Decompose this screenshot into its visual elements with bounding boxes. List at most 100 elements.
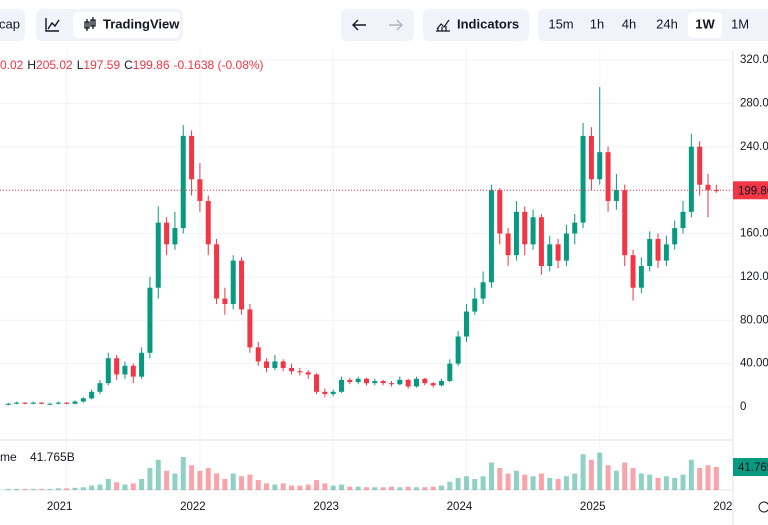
volume-bar bbox=[272, 484, 278, 490]
candle-body bbox=[647, 238, 653, 267]
timeframe-button[interactable]: 1h bbox=[590, 16, 604, 31]
volume-bar bbox=[114, 482, 120, 490]
volume-bar bbox=[488, 462, 494, 490]
x-tick-label: 2022 bbox=[180, 501, 206, 513]
candle-body bbox=[364, 378, 369, 384]
left-button[interactable] bbox=[0, 9, 25, 41]
volume-bar bbox=[622, 462, 628, 490]
forward-arrow[interactable] bbox=[389, 19, 403, 31]
timeframe-button[interactable]: 1W bbox=[695, 16, 715, 31]
volume-bar bbox=[197, 470, 203, 490]
candle-body bbox=[205, 200, 211, 245]
candle-body bbox=[380, 380, 386, 384]
volume-bar bbox=[455, 477, 461, 490]
price-tag-text: 199.86 bbox=[738, 185, 768, 197]
volume-bar bbox=[605, 465, 611, 490]
volume-bar bbox=[180, 457, 186, 490]
volume-tag bbox=[733, 458, 768, 476]
candle-body bbox=[172, 228, 178, 245]
candle-body bbox=[89, 391, 95, 399]
candle-body bbox=[413, 378, 419, 387]
candle-body bbox=[555, 244, 561, 261]
volume-bar bbox=[580, 454, 586, 490]
legend-value: 199.86 bbox=[133, 58, 170, 72]
legend-label: C bbox=[124, 58, 133, 72]
legend-open: 0.02 bbox=[0, 58, 24, 72]
candle-body bbox=[605, 152, 611, 201]
timeframe-button[interactable]: 1M bbox=[731, 16, 749, 31]
volume-bar bbox=[39, 488, 45, 490]
x-tick-label: 2026 bbox=[713, 501, 739, 513]
volume-bar bbox=[530, 476, 536, 490]
line-chart-icon[interactable] bbox=[45, 18, 60, 32]
candle-body bbox=[47, 403, 53, 405]
candle-body bbox=[505, 233, 511, 256]
candle-body bbox=[480, 282, 486, 299]
volume-bar bbox=[572, 473, 578, 490]
y-tick-label: 40.00 bbox=[740, 358, 768, 370]
candle-body bbox=[305, 372, 311, 375]
volume-bar bbox=[155, 459, 161, 490]
volume-bar bbox=[72, 487, 78, 490]
candle-body bbox=[397, 379, 403, 385]
volume-bar bbox=[172, 473, 178, 490]
volume-bar bbox=[413, 487, 419, 490]
plot-area: 0.02 H205.02 L197.59 C199.86 -0.1638 (-0.08%… bbox=[0, 50, 768, 525]
volume-bar bbox=[688, 459, 694, 490]
indicators-text: Indicators bbox=[457, 16, 519, 31]
candle-body bbox=[447, 363, 453, 381]
volume-bar bbox=[680, 474, 686, 490]
back-arrow[interactable] bbox=[352, 19, 366, 31]
volume-bar bbox=[5, 488, 11, 490]
candle-body bbox=[155, 222, 161, 288]
volume-bar bbox=[630, 468, 636, 490]
y-tick-label: 280.00 bbox=[740, 97, 768, 109]
volume-bar bbox=[330, 485, 336, 490]
volume-bar bbox=[555, 479, 561, 490]
volume-bar bbox=[472, 479, 478, 490]
volume-bar bbox=[80, 487, 86, 490]
volume-bar bbox=[672, 477, 678, 490]
candle-body bbox=[522, 211, 528, 245]
x-tick-label: 2024 bbox=[447, 501, 473, 513]
volume-bar bbox=[372, 487, 378, 490]
candle-body bbox=[513, 211, 519, 256]
volume-bar bbox=[64, 488, 70, 490]
y-tick-label: 160.00 bbox=[740, 228, 768, 240]
candle-body bbox=[280, 361, 286, 368]
volume-bar bbox=[147, 468, 153, 490]
volume-bar bbox=[255, 480, 261, 490]
ohlc-legend: 0.02 H205.02 L197.59 C199.86 -0.1638 (-0.08%… bbox=[0, 58, 264, 72]
volume-bar bbox=[247, 474, 253, 490]
chart-button[interactable] bbox=[73, 12, 180, 38]
candle-body bbox=[314, 374, 320, 392]
volume-bar bbox=[164, 470, 170, 490]
candle-body bbox=[214, 244, 220, 299]
timeframe-button[interactable]: 4h bbox=[622, 16, 636, 31]
candle-body bbox=[688, 146, 694, 212]
volume-bar bbox=[463, 476, 469, 490]
volume-bar bbox=[547, 477, 553, 490]
timeframe-button[interactable]: 24h bbox=[656, 16, 678, 31]
volume-bar bbox=[364, 487, 369, 490]
candle-body bbox=[497, 190, 503, 234]
candle-body bbox=[80, 398, 86, 402]
legend-value: 197.59 bbox=[83, 58, 120, 72]
timeframe-button[interactable]: 15m bbox=[548, 16, 573, 31]
left-button-text: cap bbox=[0, 16, 20, 31]
settings-icon[interactable] bbox=[758, 501, 768, 513]
volume-bar bbox=[30, 488, 36, 490]
indicators-button[interactable] bbox=[423, 9, 529, 41]
y-tick-label: 120.00 bbox=[740, 271, 768, 283]
candle-body bbox=[239, 260, 245, 310]
candle-body bbox=[39, 402, 45, 404]
candle-body bbox=[405, 379, 411, 387]
candle-body bbox=[530, 217, 536, 245]
volume-bar bbox=[705, 465, 711, 490]
volume-bar bbox=[14, 488, 20, 490]
volume-tag-text: 41.765 bbox=[738, 462, 768, 474]
volume-bar bbox=[505, 473, 511, 490]
volume-bar bbox=[189, 465, 195, 490]
candle-body bbox=[105, 358, 111, 384]
